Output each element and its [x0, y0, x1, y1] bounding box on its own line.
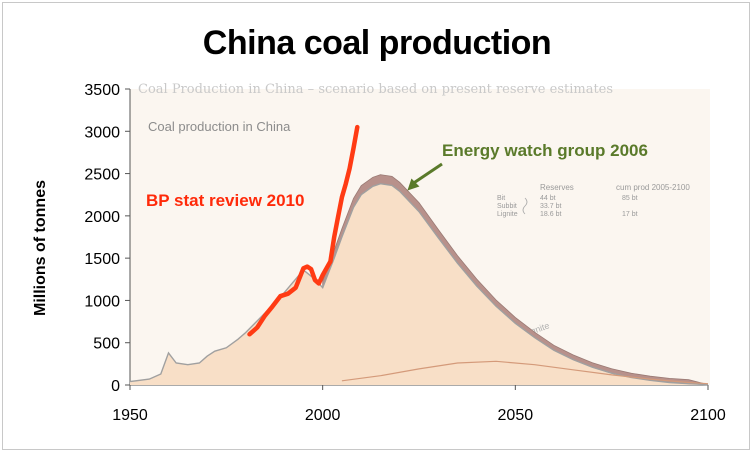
slide-frame: [2, 2, 750, 450]
x-tick-label: 2050: [498, 407, 534, 424]
labels-layer: Energy watch group 2006 BP stat review 20…: [146, 141, 648, 210]
x-tick-label: 1950: [112, 407, 148, 424]
table-header-cum: cum prod 2005-2100: [616, 183, 690, 192]
table-row-label: Subbit: [497, 203, 517, 210]
inner-image-title: Coal production in China: [148, 119, 291, 134]
energy-watch-arrow-shaft: [410, 162, 443, 186]
table-row-cum: 17 bt: [622, 211, 638, 218]
x-tick-label: 2000: [305, 407, 341, 424]
table-brace: [522, 197, 528, 215]
y-tick-label: 3000: [84, 124, 120, 141]
table-row-label: Lignite: [497, 211, 518, 218]
x-tick-label: 2100: [690, 407, 726, 424]
table-row-label: Bit: [497, 195, 505, 202]
energy-watch-arrowhead: [407, 178, 420, 191]
table-header-reserves: Reserves: [540, 183, 574, 192]
bp-stat-review-line: [247, 124, 360, 337]
lignite-line: [341, 360, 709, 385]
chart-title: China coal production: [202, 24, 552, 62]
y-tick-label: 0: [111, 378, 120, 395]
bp-stat-review-label: BP stat review 2010: [146, 191, 304, 210]
scenario-area-fill: [130, 183, 708, 385]
y-tick-label: 3500: [84, 82, 120, 99]
y-tick-label: 1000: [84, 293, 120, 310]
y-tick-label: 2500: [84, 167, 120, 184]
series-layer: [129, 124, 709, 386]
table-row-reserves: 33.7 bt: [540, 203, 561, 210]
table-row-reserves: 18.6 bt: [540, 211, 561, 218]
y-tick-label: 500: [93, 336, 120, 353]
y-tick-label: 2000: [84, 209, 120, 226]
y-tick-label: 1500: [84, 251, 120, 268]
faded-image-header: Coal Production in China – scenario base…: [138, 82, 613, 97]
table-row-reserves: 44 bt: [540, 195, 556, 202]
table-row-cum: 85 bt: [622, 195, 638, 202]
scenario-line: [129, 182, 709, 386]
energy-watch-label: Energy watch group 2006: [442, 141, 648, 160]
